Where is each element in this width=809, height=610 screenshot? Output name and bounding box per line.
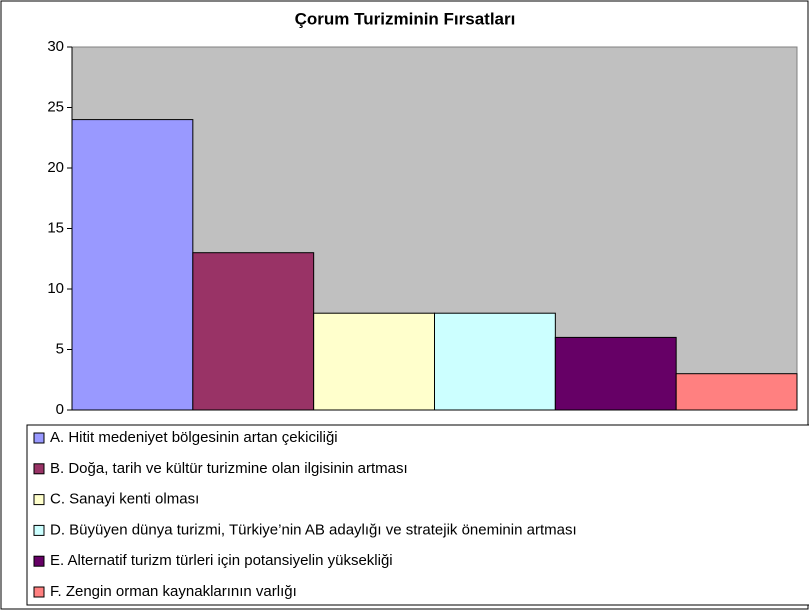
legend-swatch: [33, 524, 45, 536]
y-tick-label: 10: [47, 280, 64, 297]
legend-swatch: [33, 494, 45, 506]
legend-label: A. Hitit medeniyet bölgesinin artan çeki…: [50, 429, 338, 446]
legend-swatch: [33, 555, 45, 567]
legend-label: C. Sanayi kenti olması: [50, 491, 199, 508]
legend-swatch: [33, 586, 45, 598]
bar: [434, 312, 556, 411]
y-tick-label: 25: [47, 98, 64, 115]
legend-label: F. Zengin orman kaynaklarının varlığı: [50, 583, 297, 600]
bar: [192, 252, 315, 411]
y-tick-label: 5: [56, 340, 64, 357]
legend-label: D. Büyüyen dünya turizmi, Türkiye’nin AB…: [50, 521, 577, 538]
bar: [71, 119, 194, 411]
y-tick-label: 15: [47, 219, 64, 236]
y-tick-label: 0: [56, 401, 64, 418]
legend-swatch: [33, 432, 45, 444]
legend-box: [26, 424, 809, 606]
y-tick-label: 20: [47, 159, 64, 176]
bar: [313, 312, 435, 411]
bar: [554, 336, 677, 411]
legend-label: E. Alternatif turizm türleri için potans…: [50, 552, 393, 569]
bar: [675, 373, 798, 411]
y-tick-label: 30: [47, 38, 64, 55]
legend-swatch: [33, 463, 45, 475]
legend-label: B. Doğa, tarih ve kültür turizmine olan …: [50, 460, 408, 477]
chart-title: Çorum Turizminin Fırsatları: [295, 9, 516, 28]
